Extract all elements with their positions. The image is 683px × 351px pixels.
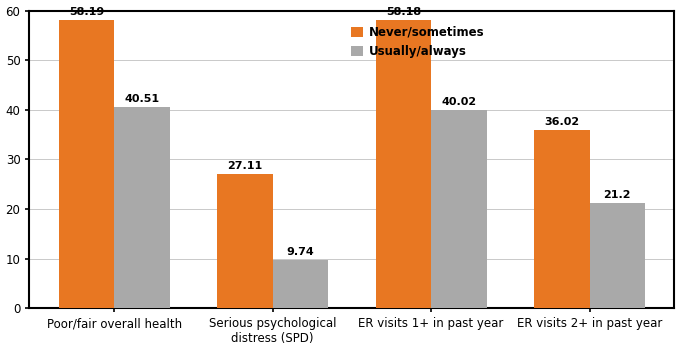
Bar [376,20,431,309]
Bar [589,203,645,309]
Bar [59,20,114,309]
Bar [217,174,273,309]
Bar [273,260,328,309]
Text: 58.19: 58.19 [69,7,104,16]
Bar [534,130,589,309]
Bar [114,107,169,309]
Legend: Never/sometimes, Usually/always: Never/sometimes, Usually/always [348,22,488,61]
Text: 27.11: 27.11 [227,161,262,171]
Text: 40.51: 40.51 [124,94,160,104]
Bar [431,110,486,309]
Text: 9.74: 9.74 [287,247,314,257]
Text: 21.2: 21.2 [604,190,631,200]
Text: 58.18: 58.18 [386,7,421,16]
Text: 40.02: 40.02 [441,97,477,107]
Text: 36.02: 36.02 [544,117,579,127]
